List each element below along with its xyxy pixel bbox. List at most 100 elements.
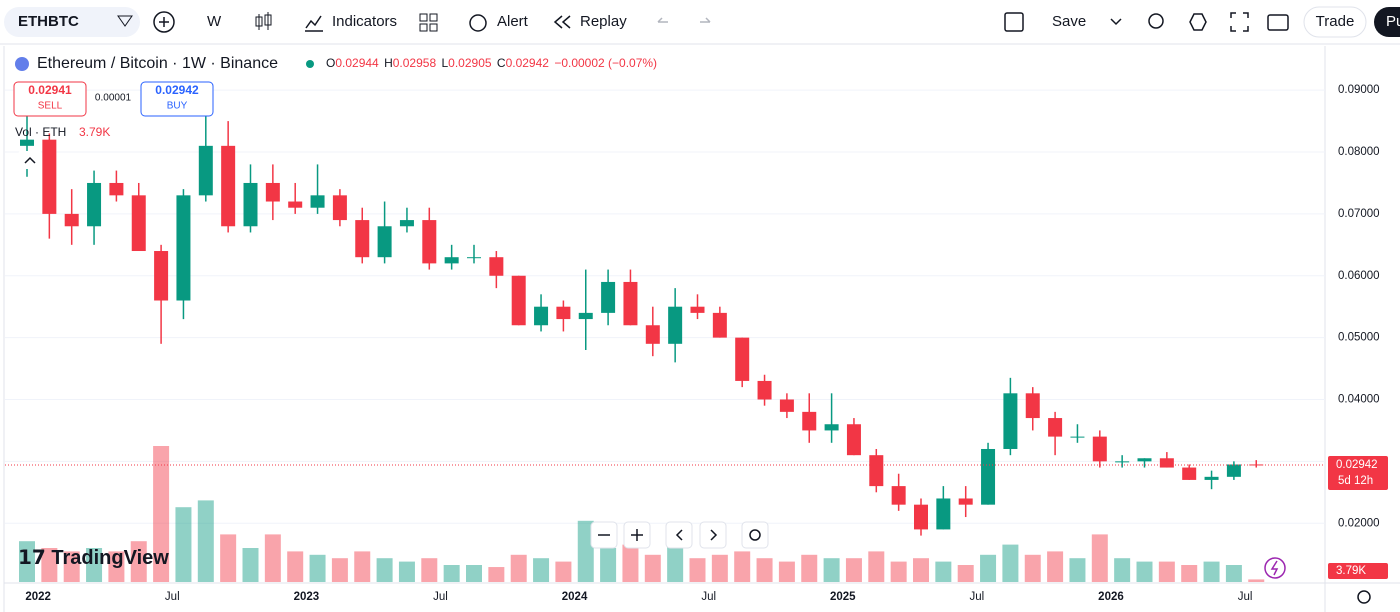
- candle-body: [1182, 467, 1197, 480]
- save-button[interactable]: Save: [1052, 13, 1086, 30]
- candle-body: [109, 182, 124, 196]
- brand-mark: 𝟭𝟳: [18, 547, 51, 569]
- layout-toggle[interactable]: [1004, 12, 1024, 32]
- candle-body: [601, 281, 616, 313]
- sell-label: SELL: [38, 101, 63, 112]
- sell-button[interactable]: [13, 81, 87, 117]
- volume-bar: [197, 500, 214, 582]
- volume-legend-value: 3.79K: [79, 125, 110, 139]
- candle-body: [824, 424, 839, 431]
- volume-bar: [935, 561, 952, 582]
- symbol: ETHBTC: [18, 13, 79, 30]
- volume-bar: [1069, 558, 1086, 582]
- candle-body: [332, 195, 347, 221]
- x-tick-label: 2026: [1098, 591, 1124, 603]
- x-tick-label: Jul: [165, 591, 180, 603]
- volume-bar: [63, 551, 80, 582]
- candle-body: [891, 486, 906, 505]
- candle-body: [198, 145, 213, 196]
- snapshot-button[interactable]: [1267, 14, 1289, 31]
- layouts-button[interactable]: [419, 13, 438, 32]
- alert-button[interactable]: Alert: [497, 13, 529, 30]
- volume-bar: [19, 541, 35, 582]
- candle-body: [131, 195, 146, 252]
- trade-button[interactable]: [1303, 6, 1367, 38]
- volume-bar: [86, 548, 103, 582]
- save-menu[interactable]: [1110, 18, 1122, 26]
- settings-button[interactable]: [1189, 13, 1207, 31]
- o-value: 0.02944: [335, 56, 379, 70]
- collapse-button[interactable]: [18, 151, 42, 169]
- volume-bar: [354, 551, 371, 582]
- scroll-left[interactable]: [665, 521, 693, 549]
- candle-body: [288, 201, 303, 208]
- candle-body: [1159, 458, 1174, 468]
- symbol-search[interactable]: [4, 7, 140, 37]
- candle-body: [556, 306, 571, 320]
- publish-button[interactable]: [1374, 7, 1400, 37]
- trade-label: Trade: [1316, 13, 1355, 30]
- candle-body: [668, 306, 683, 344]
- buy-price: 0.02942: [155, 83, 199, 97]
- candle-body: [42, 139, 57, 214]
- scroll-right[interactable]: [699, 521, 727, 549]
- candle-body: [981, 448, 996, 505]
- candle-body: [355, 220, 370, 258]
- chart-type-button[interactable]: [255, 12, 272, 30]
- x-tick-label: Jul: [1238, 591, 1253, 603]
- y-tick-label: 0.02000: [1338, 517, 1380, 529]
- lightning-button[interactable]: [1264, 557, 1286, 579]
- last-price-tag: [1328, 455, 1388, 490]
- volume-bar: [220, 534, 237, 582]
- volume-bar: [756, 558, 773, 582]
- volume-bar: [331, 558, 348, 582]
- buy-button[interactable]: [140, 81, 214, 117]
- candle-body: [712, 312, 727, 338]
- candle-body: [869, 455, 884, 487]
- volume-bar: [845, 558, 862, 582]
- interval[interactable]: W: [207, 13, 222, 30]
- right-icon: [710, 529, 718, 541]
- l-label: L: [441, 56, 448, 70]
- candle-body: [64, 213, 79, 227]
- candle-body: [1226, 464, 1241, 477]
- plus-icon: [631, 529, 643, 541]
- eth-icon: [15, 57, 29, 71]
- compare-button[interactable]: [153, 11, 175, 33]
- axis-settings[interactable]: [1357, 590, 1371, 604]
- volume-bar: [868, 551, 885, 582]
- volume-bar: [890, 561, 907, 582]
- volume-bar: [1158, 561, 1175, 582]
- h-value: 0.02958: [393, 56, 437, 70]
- candle-body: [846, 424, 861, 456]
- candle-body: [489, 257, 504, 276]
- x-tick-label: Jul: [433, 591, 448, 603]
- volume-bar: [488, 567, 505, 582]
- search-button[interactable]: [1148, 13, 1164, 29]
- volume-bar: [555, 561, 572, 582]
- c-value: 0.02942: [506, 56, 550, 70]
- y-tick-label: 0.08000: [1338, 146, 1380, 158]
- spread: 0.00001: [95, 93, 132, 104]
- legend-title: Ethereum / Bitcoin · 1W · Binance: [37, 55, 278, 72]
- indicators-button[interactable]: Indicators: [332, 13, 397, 30]
- replay-button[interactable]: Replay: [580, 13, 627, 30]
- undo-redo[interactable]: [657, 17, 711, 23]
- buy-label: BUY: [167, 101, 188, 112]
- candle-body: [176, 195, 191, 301]
- volume-bar: [175, 507, 192, 582]
- volume-bar: [1136, 561, 1153, 582]
- volume-bar: [264, 534, 281, 582]
- reset-view[interactable]: [741, 521, 769, 549]
- candle-body: [377, 226, 392, 258]
- candle-body: [623, 281, 638, 326]
- fullscreen-button[interactable]: [1230, 12, 1249, 32]
- candle-body: [221, 145, 236, 227]
- volume-bar: [577, 520, 594, 582]
- l-value: 0.02905: [448, 56, 492, 70]
- left-icon: [675, 529, 683, 541]
- last-price-label: 0.02942: [1336, 459, 1378, 471]
- candle-body: [534, 306, 549, 326]
